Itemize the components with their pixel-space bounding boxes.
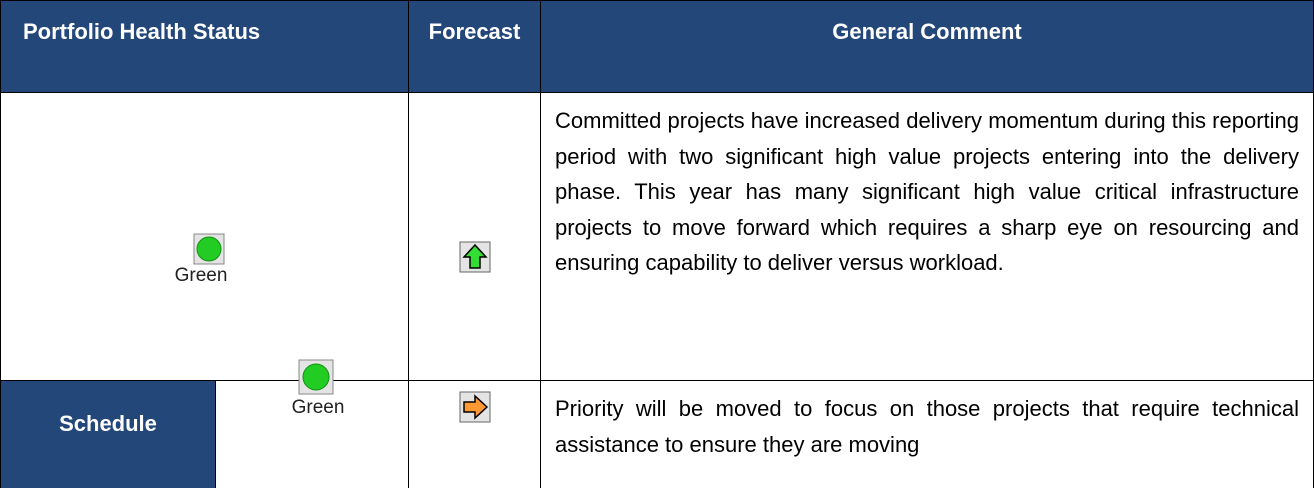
forecast-cell [408, 92, 541, 381]
header-text: General Comment [832, 19, 1022, 44]
comment-cell: Committed projects have increased delive… [540, 92, 1314, 381]
status-cell: Green [215, 359, 409, 488]
status-cell: Green [0, 92, 409, 381]
comment-cell: Priority will be moved to focus on those… [540, 380, 1314, 488]
forecast-cell [408, 380, 541, 488]
header-text: Portfolio Health Status [23, 19, 261, 44]
header-cell: Forecast [408, 0, 541, 93]
header-cell: General Comment [540, 0, 1314, 93]
status-icon [298, 359, 334, 395]
forecast-right-icon [459, 391, 491, 423]
header-text: Forecast [428, 19, 521, 44]
status-label: Green [291, 397, 345, 418]
forecast-up-icon [459, 241, 491, 273]
row-label: Schedule [59, 411, 157, 436]
status-icon [193, 233, 225, 265]
row-label-cell: Schedule [0, 380, 216, 488]
header-cell: Portfolio Health Status [0, 0, 409, 93]
status-label: Green [174, 265, 228, 286]
